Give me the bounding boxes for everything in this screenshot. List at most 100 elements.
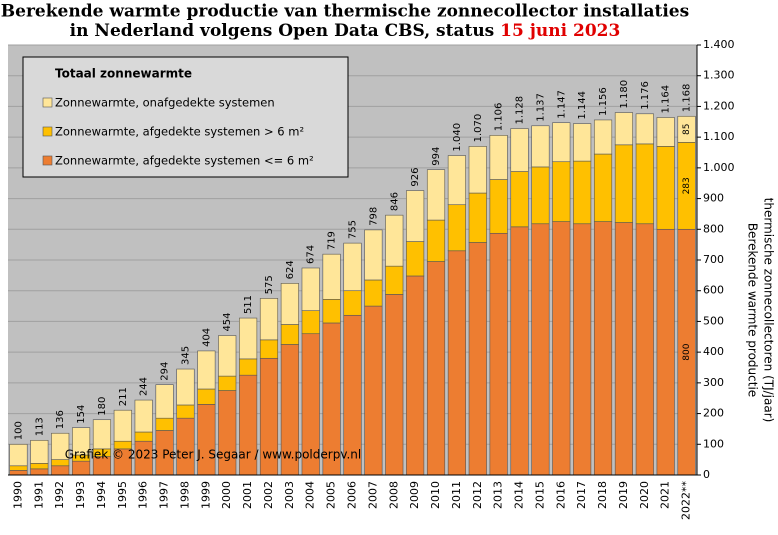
legend-box bbox=[22, 56, 349, 178]
bar-segment bbox=[531, 223, 550, 476]
bar-segment bbox=[656, 228, 675, 476]
total-label: 926 bbox=[410, 167, 421, 186]
total-label: 154 bbox=[76, 405, 87, 424]
x-tick-label: 2007 bbox=[366, 481, 379, 509]
bar-segment bbox=[468, 242, 487, 476]
total-label: 1.147 bbox=[556, 90, 567, 119]
x-tick-label: 2005 bbox=[325, 481, 338, 509]
x-tick-label: 2003 bbox=[283, 481, 296, 509]
y-axis-label: thermische zonnecollectoren (TJ/jaar) bbox=[762, 198, 776, 423]
bar-segment bbox=[72, 427, 91, 456]
x-tick-label: 2019 bbox=[617, 481, 630, 509]
total-label: 1.180 bbox=[619, 80, 630, 109]
bar-segment bbox=[301, 267, 320, 311]
bar-segment bbox=[385, 265, 404, 295]
x-tick-label: 2012 bbox=[471, 481, 484, 509]
bar-segment bbox=[406, 275, 425, 476]
bar-segment bbox=[406, 241, 425, 277]
bar-segment bbox=[593, 221, 613, 476]
y-tick-label: 1.300 bbox=[703, 69, 735, 82]
total-label: 575 bbox=[264, 275, 275, 294]
bar-segment bbox=[510, 171, 529, 228]
bar-segment bbox=[197, 388, 216, 405]
bar-segment bbox=[113, 409, 132, 442]
total-label: 345 bbox=[180, 346, 191, 365]
bar-segment bbox=[510, 128, 529, 172]
bar-segment bbox=[364, 229, 383, 281]
title-line: Berekende warmte productie van thermisch… bbox=[1, 2, 689, 22]
total-label: 1.128 bbox=[515, 96, 526, 125]
x-tick-label: 2018 bbox=[596, 481, 609, 509]
y-tick-label: 100 bbox=[703, 437, 724, 450]
legend-swatch bbox=[42, 126, 53, 137]
bar-segment bbox=[155, 417, 174, 431]
bar-segment bbox=[343, 290, 362, 316]
y-tick-label: 0 bbox=[703, 468, 710, 481]
title-line: in Nederland volgens Open Data CBS, stat… bbox=[70, 21, 621, 41]
total-label: 1.040 bbox=[452, 123, 463, 152]
x-tick-label: 2016 bbox=[554, 481, 567, 509]
y-tick-label: 1.200 bbox=[703, 99, 735, 112]
bar-segment bbox=[552, 161, 571, 222]
bar-segment bbox=[364, 305, 383, 476]
total-label: 846 bbox=[389, 192, 400, 211]
x-tick-label: 1999 bbox=[199, 481, 212, 509]
bar-segment bbox=[51, 432, 70, 460]
credit: Grafiek © 2023 Peter J. Segaar / www.pol… bbox=[65, 448, 362, 462]
x-tick-label: 2021 bbox=[659, 481, 672, 509]
title-text: in Nederland volgens Open Data CBS, stat… bbox=[70, 21, 501, 41]
bar-segment bbox=[134, 431, 153, 442]
x-tick-label: 1993 bbox=[74, 481, 87, 509]
total-label: 1.106 bbox=[494, 103, 505, 132]
total-label: 511 bbox=[243, 295, 254, 314]
total-label: 1.168 bbox=[682, 84, 693, 113]
x-tick-label: 2022** bbox=[680, 481, 693, 520]
bar-segment bbox=[593, 119, 613, 155]
total-label: 755 bbox=[348, 220, 359, 239]
bar-segment bbox=[489, 179, 508, 234]
legend-label: Zonnewarmte, afgedekte systemen <= 6 m² bbox=[55, 154, 314, 168]
legend-label: Zonnewarmte, afgedekte systemen > 6 m² bbox=[55, 125, 304, 139]
legend-swatch bbox=[42, 155, 53, 166]
total-label: 404 bbox=[201, 328, 212, 347]
bar-segment bbox=[468, 192, 487, 243]
bar-segment bbox=[134, 399, 153, 433]
total-label: 180 bbox=[97, 397, 108, 416]
x-tick-label: 2013 bbox=[492, 481, 505, 509]
bar-segment bbox=[385, 214, 404, 267]
x-tick-label: 1992 bbox=[53, 481, 66, 509]
x-tick-label: 2008 bbox=[387, 481, 400, 509]
bar-segment bbox=[573, 223, 592, 476]
bar-segment bbox=[635, 143, 654, 225]
y-tick-label: 600 bbox=[703, 284, 724, 297]
x-tick-label: 2011 bbox=[450, 481, 463, 509]
y-tick-label: 400 bbox=[703, 345, 724, 358]
bar-segment bbox=[343, 242, 362, 292]
total-label: 136 bbox=[55, 410, 66, 429]
bar-segment bbox=[656, 146, 675, 230]
y-tick-label: 300 bbox=[703, 376, 724, 389]
bar-segment bbox=[239, 358, 258, 376]
total-label: 1.164 bbox=[661, 85, 672, 114]
total-label: 100 bbox=[13, 421, 24, 440]
y-tick-label: 800 bbox=[703, 222, 724, 235]
x-tick-label: 2004 bbox=[304, 481, 317, 509]
bar-segment bbox=[552, 221, 571, 476]
bar-segment bbox=[9, 443, 28, 467]
bar-segment bbox=[259, 339, 279, 359]
bar-segment bbox=[280, 283, 299, 325]
x-tick-label: 2006 bbox=[346, 481, 359, 509]
x-tick-label: 1996 bbox=[137, 481, 150, 509]
y-tick-label: 700 bbox=[703, 253, 724, 266]
bar-segment bbox=[635, 113, 654, 145]
bar-segment bbox=[92, 419, 112, 450]
bar-segment bbox=[197, 350, 216, 390]
bar-segment bbox=[426, 219, 446, 262]
total-label: 113 bbox=[34, 417, 45, 436]
x-tick-label: 1991 bbox=[32, 481, 45, 509]
bar-segment bbox=[51, 465, 70, 476]
bar-segment bbox=[30, 463, 49, 470]
bar-segment bbox=[30, 439, 49, 464]
y-tick-label: 900 bbox=[703, 192, 724, 205]
